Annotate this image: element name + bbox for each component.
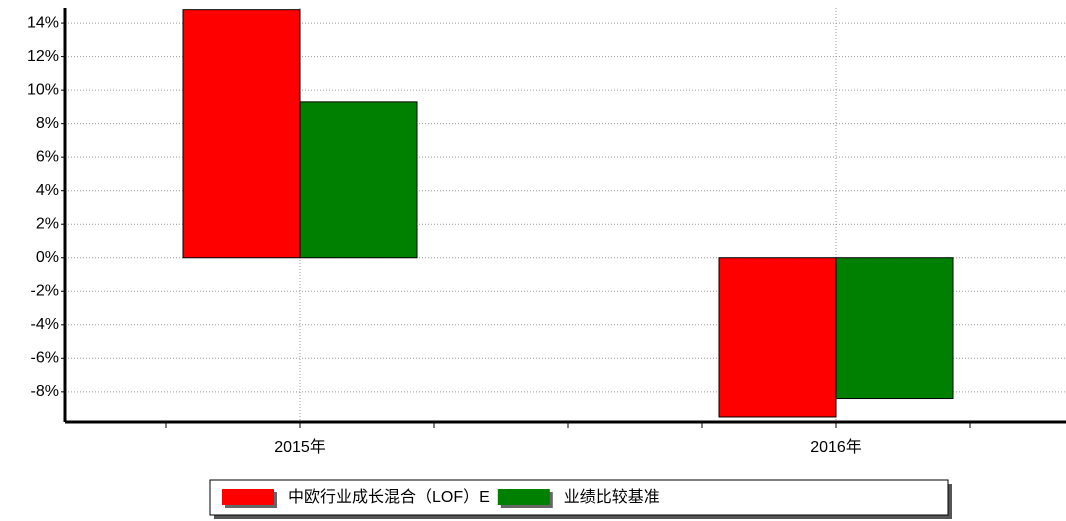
y-tick-label: 10% bbox=[27, 81, 59, 98]
legend-label: 中欧行业成长混合（LOF）E bbox=[288, 488, 490, 506]
y-tick-label: 2% bbox=[36, 215, 59, 232]
y-tick-label: -4% bbox=[31, 316, 59, 333]
legend-box bbox=[209, 479, 949, 516]
x-tick-label: 2015年 bbox=[274, 438, 326, 456]
bar bbox=[718, 257, 837, 418]
y-tick-label: 14% bbox=[27, 14, 59, 31]
bar bbox=[299, 101, 418, 259]
y-tick-label: 8% bbox=[36, 115, 59, 132]
legend-swatch bbox=[497, 489, 550, 505]
y-tick-label: 6% bbox=[36, 148, 59, 165]
legend-label: 业绩比较基准 bbox=[564, 488, 660, 506]
x-tick-label: 2016年 bbox=[810, 438, 862, 456]
legend-swatch bbox=[222, 489, 274, 505]
y-tick-label: 4% bbox=[36, 182, 59, 199]
y-tick-label: -8% bbox=[31, 383, 59, 400]
y-tick-label: 12% bbox=[27, 48, 59, 65]
y-tick-label: 0% bbox=[36, 249, 59, 266]
bar bbox=[835, 257, 954, 400]
bar bbox=[182, 9, 301, 259]
y-tick-label: -2% bbox=[31, 282, 59, 299]
bars bbox=[182, 9, 954, 418]
y-tick-label: -6% bbox=[31, 350, 59, 367]
